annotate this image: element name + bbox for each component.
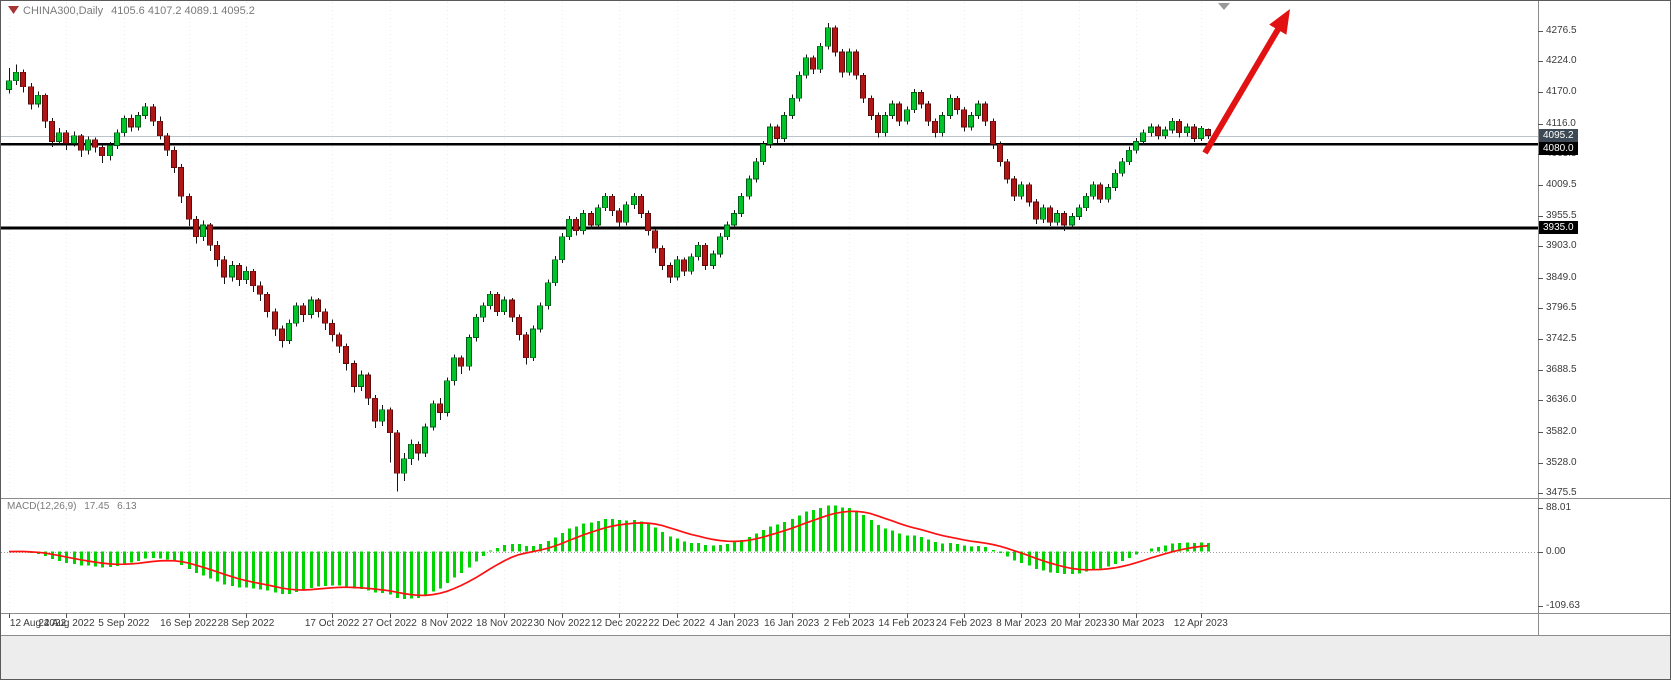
macd-scale-min-label: -109.63 [1546, 600, 1580, 611]
price-scale-label: 3796.5 [1546, 301, 1577, 313]
price-scale-label: 4224.0 [1546, 55, 1577, 67]
time-scale-label: 28 Sep 2022 [217, 618, 275, 629]
price-scale-label: 3849.0 [1546, 271, 1577, 283]
time-scale-label: 14 Feb 2023 [878, 618, 935, 629]
time-scale-label: 5 Sep 2022 [98, 618, 150, 629]
price-scale-label: 3528.0 [1546, 456, 1577, 468]
time-scale-label: 8 Mar 2023 [996, 618, 1047, 629]
time-scale-label: 8 Nov 2022 [421, 618, 473, 629]
time-scale-label: 27 Oct 2022 [362, 618, 417, 629]
macd-scale-max-label: 88.01 [1546, 502, 1572, 513]
bid-price-tag: 4095.2 [1539, 129, 1578, 143]
time-scale-label: 16 Jan 2023 [764, 618, 820, 629]
macd-indicator-label: MACD(12,26,9) 17.45 6.13 [7, 501, 142, 512]
time-scale-label: 30 Nov 2022 [533, 618, 591, 629]
price-scale-label: 3742.5 [1546, 333, 1577, 344]
price-scale-label: 4276.5 [1546, 25, 1577, 36]
macd-name-label: MACD(12,26,9) [7, 501, 77, 512]
macd-scale-zero-label: 0.00 [1546, 545, 1566, 557]
time-scale-label: 30 Mar 2023 [1108, 618, 1165, 629]
ohlc-values: 4105.6 4107.2 4089.1 4095.2 [111, 5, 255, 17]
price-scale-label: 4170.0 [1546, 86, 1577, 98]
price-scale-label: 3475.5 [1546, 487, 1577, 498]
time-scale-label: 12 Apr 2023 [1173, 618, 1228, 629]
price-scale-label: 3636.0 [1546, 394, 1577, 406]
price-scale-label: 3688.5 [1546, 364, 1577, 376]
time-scale-label: 17 Oct 2022 [304, 618, 360, 629]
chart-title: CHINA300,Daily 4105.6 4107.2 4089.1 4095… [23, 5, 260, 17]
upper-hline-price-tag: 4080.0 [1539, 142, 1578, 156]
time-scale-label: 24 Feb 2023 [935, 618, 993, 629]
up-arrow-annotation [1269, 9, 1290, 35]
time-scale-label: 2 Feb 2023 [823, 618, 875, 629]
horizontal-scrollbar-area[interactable] [1, 635, 1670, 679]
macd-main-value: 17.45 [84, 501, 110, 512]
chart-marker-icon [8, 6, 19, 14]
time-scale-label: 12 Dec 2022 [590, 618, 648, 629]
symbol-period-label: CHINA300,Daily [23, 5, 104, 17]
macd-signal-value: 6.13 [117, 501, 137, 512]
time-scale-label: 18 Nov 2022 [476, 618, 533, 629]
time-scale-label: 24 Aug 2022 [38, 618, 95, 629]
price-scale-label: 4009.5 [1546, 179, 1577, 190]
time-scale-label: 12 Aug 2022 [9, 618, 67, 629]
lower-hline-price-tag: 3935.0 [1539, 221, 1578, 235]
time-scale-label: 22 Dec 2022 [648, 618, 706, 629]
time-scale-label: 20 Mar 2023 [1050, 618, 1107, 629]
chart-shift-marker-icon [1218, 3, 1230, 10]
price-scale-label: 3903.0 [1546, 240, 1577, 252]
time-scale-label: 16 Sep 2022 [160, 618, 217, 629]
price-scale-label: 3955.5 [1546, 210, 1577, 222]
price-scale-label: 3582.0 [1546, 425, 1577, 437]
price-scale-label: 4116.0 [1546, 117, 1576, 129]
time-scale-label: 4 Jan 2023 [709, 618, 759, 629]
